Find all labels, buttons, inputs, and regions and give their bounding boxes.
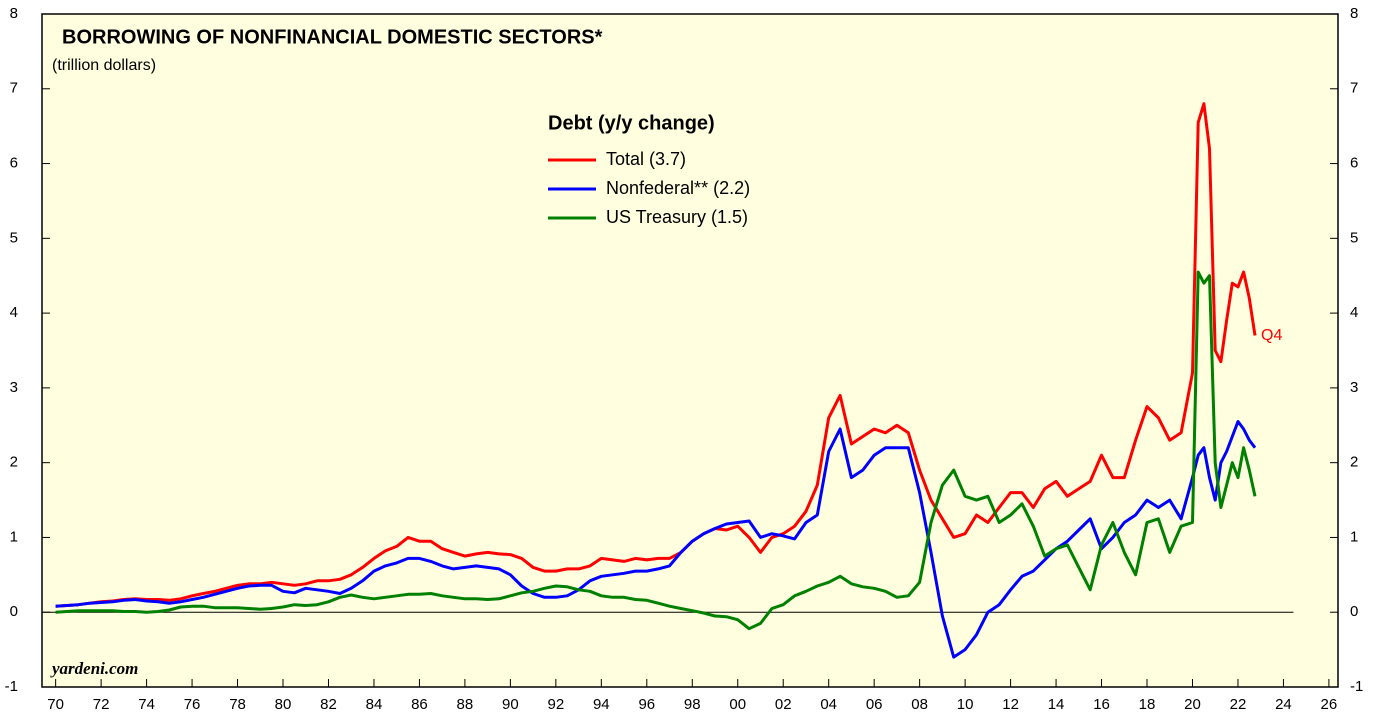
x-tick-label: 82 <box>320 696 337 713</box>
y-tick-label: 2 <box>10 454 18 471</box>
x-tick-label: 80 <box>275 696 292 713</box>
y-tick-label: 5 <box>10 229 18 246</box>
x-tick-label: 94 <box>593 696 610 713</box>
x-tick-label: 72 <box>93 696 110 713</box>
x-tick-label: 96 <box>638 696 655 713</box>
x-tick-label: 70 <box>47 696 64 713</box>
y-tick-label: 1 <box>10 528 18 545</box>
x-tick-label: 74 <box>138 696 155 713</box>
y2-tick-label: 3 <box>1350 379 1358 396</box>
series-line <box>55 270 1257 631</box>
x-tick-label: 22 <box>1230 696 1247 713</box>
chart-title: BORROWING OF NONFINANCIAL DOMESTIC SECTO… <box>62 26 603 48</box>
x-tick-label: 12 <box>1002 696 1019 713</box>
legend-label: Nonfederal** (2.2) <box>606 178 750 198</box>
x-tick-label: 20 <box>1184 696 1201 713</box>
y-tick-label: 3 <box>10 379 18 396</box>
legend-title: Debt (y/y change) <box>548 112 715 134</box>
y2-tick-label: 6 <box>1350 155 1358 172</box>
x-tick-label: 98 <box>684 696 701 713</box>
x-tick-label: 10 <box>957 696 974 713</box>
y-tick-label: 7 <box>10 80 18 97</box>
x-tick-label: 78 <box>229 696 246 713</box>
x-tick-label: 26 <box>1321 696 1338 713</box>
y-tick-label: -1 <box>5 678 18 695</box>
y2-tick-label: 2 <box>1350 454 1358 471</box>
x-tick-label: 06 <box>866 696 883 713</box>
x-tick-label: 90 <box>502 696 519 713</box>
x-tick-label: 04 <box>820 696 837 713</box>
chart-subtitle: (trillion dollars) <box>52 57 156 74</box>
source: yardeni.com <box>50 659 138 678</box>
y2-tick-label: 7 <box>1350 80 1358 97</box>
x-tick-label: 76 <box>184 696 201 713</box>
y2-tick-label: 1 <box>1350 528 1358 545</box>
x-tick-label: 16 <box>1093 696 1110 713</box>
x-tick-label: 02 <box>775 696 792 713</box>
x-tick-label: 86 <box>411 696 428 713</box>
y2-tick-label: -1 <box>1350 678 1363 695</box>
legend-label: US Treasury (1.5) <box>606 207 748 227</box>
legend-label: Total (3.7) <box>606 149 686 169</box>
y-tick-label: 0 <box>10 603 18 620</box>
x-tick-label: 24 <box>1275 696 1292 713</box>
x-tick-label: 08 <box>911 696 928 713</box>
y2-tick-label: 5 <box>1350 229 1358 246</box>
y2-tick-label: 8 <box>1350 5 1358 22</box>
x-tick-label: 14 <box>1048 696 1065 713</box>
series-line <box>55 420 1257 659</box>
annotation: Q4 <box>1261 327 1282 344</box>
x-tick-label: 84 <box>366 696 383 713</box>
y-tick-label: 6 <box>10 155 18 172</box>
x-tick-label: 92 <box>548 696 565 713</box>
plot-area <box>41 13 1339 688</box>
y2-tick-label: 0 <box>1350 603 1358 620</box>
y-tick-label: 8 <box>10 5 18 22</box>
x-tick-label: 00 <box>729 696 746 713</box>
x-tick-label: 88 <box>457 696 474 713</box>
y2-tick-label: 4 <box>1350 304 1358 321</box>
x-tick-label: 18 <box>1139 696 1156 713</box>
y-tick-label: 4 <box>10 304 18 321</box>
